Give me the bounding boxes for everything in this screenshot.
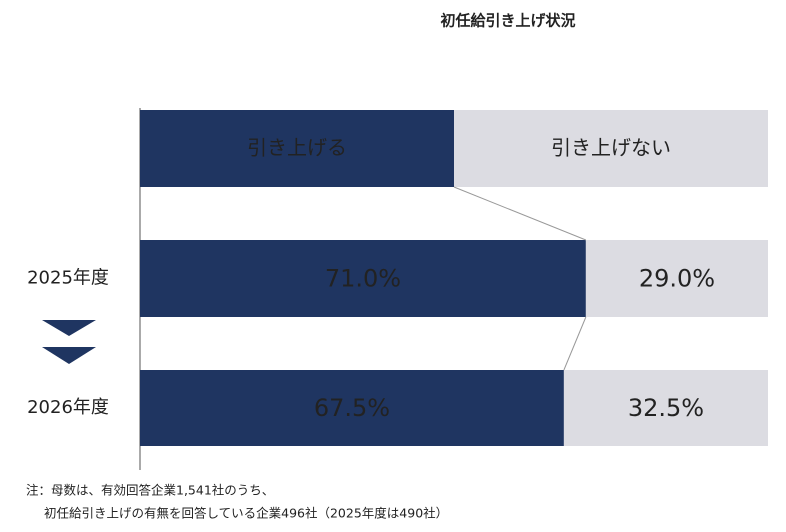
legend-label: 引き上げない xyxy=(551,136,671,160)
bar xyxy=(140,240,586,317)
chart-title: 初任給引き上げ状況 xyxy=(440,12,575,30)
note: 初任給引き上げの有無を回答している企業496社（2025年度は490社） xyxy=(44,506,448,521)
y-tick-label: 2026年度 xyxy=(27,397,109,418)
arrow xyxy=(42,347,96,364)
value-label: 32.5% xyxy=(628,394,704,422)
connector xyxy=(563,316,587,371)
arrow xyxy=(42,320,96,336)
y-tick-label: 2025年度 xyxy=(27,268,109,289)
value-label: 29.0% xyxy=(639,265,715,293)
legend-label: 引き上げる xyxy=(247,136,347,160)
value-label: 71.0% xyxy=(325,265,401,293)
bar xyxy=(140,370,564,446)
legend-swatch xyxy=(454,110,768,187)
connector xyxy=(453,186,587,241)
bar xyxy=(585,240,768,317)
bar xyxy=(563,370,768,446)
value-label: 67.5% xyxy=(314,394,390,422)
note: 注：母数は、有効回答企業1,541社のうち、 xyxy=(26,483,274,498)
legend-swatch xyxy=(140,110,454,187)
